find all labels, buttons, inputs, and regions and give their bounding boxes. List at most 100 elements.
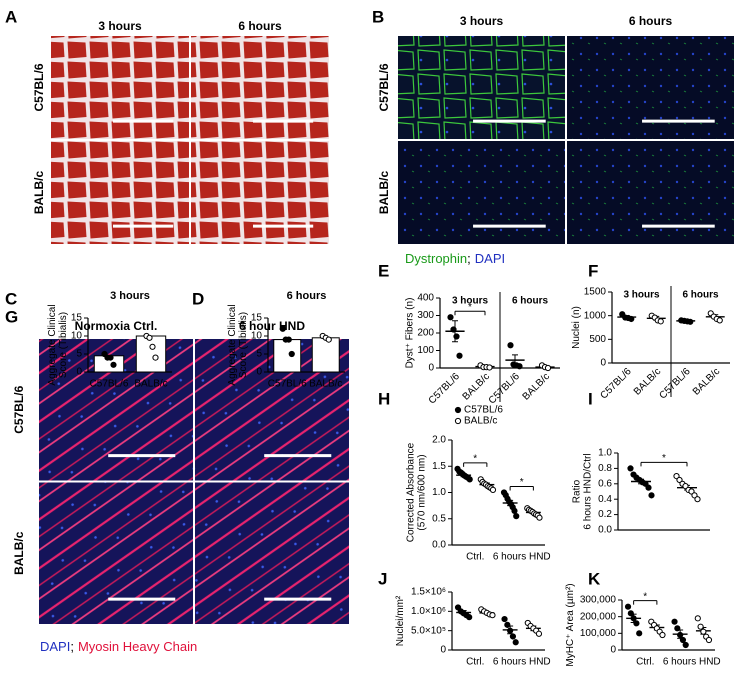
caption: DAPI; Myosin Heavy Chain <box>40 639 197 654</box>
data-point <box>657 318 664 325</box>
data-point <box>466 614 473 621</box>
data-point <box>687 318 694 325</box>
caption-part: ; <box>467 251 471 266</box>
x-tick-label: BALB/c <box>521 371 552 402</box>
legend-marker <box>454 417 462 425</box>
row-label: BALB/c <box>377 171 391 215</box>
y-tick-label: 100 <box>417 345 434 356</box>
data-point <box>486 364 493 371</box>
data-point <box>645 484 652 491</box>
x-tick-label: C57BL/6 <box>598 366 634 402</box>
micrograph <box>51 36 189 139</box>
bar <box>135 335 167 373</box>
sig-label: * <box>473 454 477 465</box>
data-point <box>682 641 689 649</box>
row-label: C57BL/6 <box>12 385 26 433</box>
group-label: 6 hours HND <box>663 657 721 668</box>
y-axis-label: MyHC⁺ Area (µm²) <box>565 583 576 666</box>
panel-letter: J <box>378 569 387 588</box>
y-tick-label: 5 <box>76 349 82 360</box>
row-label: BALB/c <box>12 531 26 575</box>
data-point <box>152 354 159 361</box>
sig-label: * <box>468 302 472 313</box>
data-point <box>659 631 666 639</box>
y-tick-label: 1.5 <box>432 461 446 472</box>
data-point <box>705 636 713 644</box>
data-point <box>288 350 295 358</box>
x-tick-label: C57BL/6 <box>268 379 307 390</box>
data-point <box>674 625 681 632</box>
data-point <box>636 630 643 637</box>
caption-part: DAPI <box>40 639 70 654</box>
y-tick-label: 0 <box>76 367 82 378</box>
y-axis-label: (570 nm/600 nm) <box>416 454 427 530</box>
data-point <box>456 352 463 359</box>
data-point <box>627 465 634 472</box>
data-point <box>516 363 523 370</box>
y-tick-label: 0 <box>610 645 616 656</box>
y-tick-label: 0.4 <box>598 494 612 505</box>
micrograph <box>567 36 734 139</box>
chart-title: 6 hours <box>287 290 327 302</box>
y-tick-label: 0.0 <box>598 525 612 536</box>
data-point <box>624 603 632 610</box>
y-tick-label: 300 <box>417 310 434 321</box>
data-point <box>149 343 156 350</box>
y-tick-label: 10 <box>71 331 83 342</box>
row-label: C57BL/6 <box>377 63 391 111</box>
y-tick-label: 200,000 <box>580 611 617 622</box>
y-axis-label: Dyst⁺ Fibers (n) <box>404 298 415 369</box>
y-axis-label: 6 hours HND/Ctrl <box>582 453 593 529</box>
data-point <box>504 621 511 628</box>
micrograph <box>195 482 349 624</box>
y-tick-label: 10 <box>251 331 263 342</box>
data-point <box>535 630 543 637</box>
sig-label: * <box>662 453 666 464</box>
panel-letter: B <box>372 7 384 26</box>
panel-letter: E <box>378 261 389 280</box>
y-tick-label: 0.8 <box>598 463 612 474</box>
y-tick-label: 1000 <box>584 310 607 321</box>
micrograph <box>398 36 565 139</box>
column-label: 6 hours <box>238 19 282 33</box>
column-label: 6 hours <box>629 14 673 28</box>
data-point <box>700 628 707 635</box>
data-point <box>146 334 153 341</box>
y-tick-label: 1.0 <box>598 448 612 459</box>
group-label: Ctrl. <box>466 657 484 668</box>
panel-letter: G <box>5 307 18 326</box>
data-point <box>536 514 543 521</box>
y-axis-label: Ratio <box>571 479 582 503</box>
data-point <box>507 342 514 349</box>
legend-label: BALB/c <box>464 416 497 427</box>
y-axis-label: Score (Tibialis) <box>238 312 249 378</box>
y-axis-label: Aggregate Clinical <box>227 304 238 385</box>
y-tick-label: 5 <box>256 349 262 360</box>
x-tick-label: BALB/c <box>134 379 167 390</box>
group-label: 6 hours HND <box>493 657 551 668</box>
y-tick-label: 2.0 <box>432 435 446 446</box>
x-tick-label: C57BL/6 <box>90 379 129 390</box>
y-tick-label: 200 <box>417 328 434 339</box>
y-tick-label: 1500 <box>584 287 607 298</box>
x-tick-label: C57BL/6 <box>657 366 693 402</box>
y-axis-label: Corrected Absorbance <box>405 442 416 542</box>
data-point <box>694 496 701 503</box>
micrograph <box>191 36 329 139</box>
data-point <box>489 486 497 493</box>
caption: Dystrophin; DAPI <box>405 251 505 266</box>
column-label: 3 hours <box>98 19 142 33</box>
panel-letter: K <box>588 569 601 588</box>
column-label: Normoxia Ctrl. <box>75 319 158 333</box>
data-point <box>677 631 684 639</box>
micrograph <box>191 141 329 244</box>
y-tick-label: 1.0 <box>432 487 446 498</box>
caption-part: ; <box>70 639 74 654</box>
x-tick-label: C57BL/6 <box>487 371 523 407</box>
micrograph <box>398 141 565 244</box>
data-point <box>507 627 514 634</box>
data-point <box>107 354 114 361</box>
y-tick-label: 0.5 <box>432 513 446 524</box>
data-point <box>509 633 517 640</box>
